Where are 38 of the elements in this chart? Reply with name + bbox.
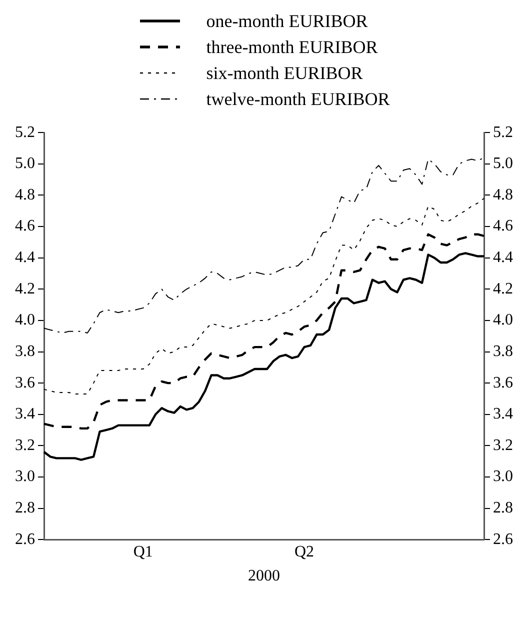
y-tick-label: 3.6	[15, 374, 35, 392]
y-tick-label: 2.6	[15, 530, 35, 548]
y2-tick-label: 2.8	[493, 499, 513, 516]
y-tick-label: 4.0	[15, 312, 35, 329]
x-axis-title: 2000	[248, 568, 280, 585]
y2-tick-label: 2.6	[493, 530, 513, 548]
line-series	[42, 233, 486, 430]
y2-tick-label: 3.8	[493, 342, 513, 360]
y-tick-label: 3.4	[15, 406, 35, 423]
y2-tick-label: 4.8	[493, 186, 513, 204]
x-tick-label: Q2	[294, 543, 314, 560]
y2-tick-label: 4.4	[493, 249, 513, 266]
y-tick-label: 4.4	[15, 249, 35, 266]
y2-tick-label: 5.2	[493, 124, 513, 141]
legend-label: three-month EURIBOR	[206, 36, 378, 58]
y2-tick-label: 4.6	[493, 218, 513, 235]
y2-tick-label: 3.6	[493, 374, 513, 392]
line-series	[44, 157, 484, 334]
y-tick-label: 3.0	[15, 468, 35, 486]
y2-tick-label: 4.2	[493, 280, 513, 298]
y-tick-label: 4.8	[15, 186, 35, 204]
x-tick-label: Q1	[133, 543, 153, 560]
y-tick-label: 3.8	[15, 342, 35, 360]
y2-tick-label: 3.2	[493, 436, 513, 454]
legend-label: one-month EURIBOR	[206, 10, 368, 32]
legend-label: six-month EURIBOR	[206, 62, 363, 84]
y2-tick-label: 3.4	[493, 406, 513, 423]
line-series	[44, 198, 484, 395]
y-tick-label: 2.8	[15, 499, 35, 516]
y-tick-label: 5.0	[15, 155, 35, 172]
y2-tick-label: 3.0	[493, 468, 513, 486]
y-tick-label: 4.6	[15, 218, 35, 235]
legend-label: twelve-month EURIBOR	[206, 88, 390, 110]
y-tick-label: 4.2	[15, 280, 35, 298]
y-tick-label: 5.2	[15, 124, 35, 141]
y-tick-label: 3.2	[15, 436, 35, 454]
y2-tick-label: 4.0	[493, 312, 513, 329]
y2-tick-label: 5.0	[493, 155, 513, 172]
